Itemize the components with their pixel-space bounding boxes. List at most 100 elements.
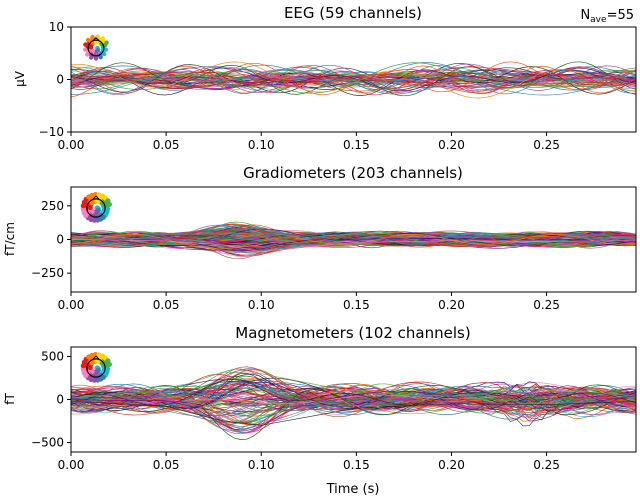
- sensor-dot: [102, 51, 107, 57]
- eeg-x-ticks: 0.00 0.05 0.10 0.15 0.20 0.25: [58, 132, 560, 152]
- magnetometer-x-tick-label: 0.20: [438, 458, 465, 472]
- sensor-dot: [103, 47, 109, 52]
- gradiometer-channel-trace: [71, 232, 636, 251]
- magnetometer-x-tick-label: 0.00: [58, 458, 85, 472]
- eeg-x-tick-label: 0.00: [58, 138, 85, 152]
- eeg-channel-trace: [71, 71, 636, 88]
- eeg-channel-trace: [71, 76, 636, 83]
- eeg-channel-trace: [71, 66, 636, 92]
- magnetometer-channel-trace: [71, 381, 636, 416]
- nave-suffix: =55: [607, 8, 634, 23]
- gradiometer-highlight-trace: [71, 239, 636, 252]
- magnetometer-x-ticks: 0.00 0.05 0.10 0.15 0.20 0.25: [58, 452, 560, 472]
- sensor-dot: [98, 55, 103, 60]
- gradiometer-x-ticks: 0.00 0.05 0.10 0.15 0.20 0.25: [58, 292, 560, 312]
- magnetometer-x-tick-label: 0.15: [343, 458, 370, 472]
- eeg-y-tick-label: −10: [39, 125, 64, 139]
- sensor-dot: [85, 37, 91, 43]
- nave-prefix: N: [580, 8, 590, 23]
- magnetometer-channel-trace: [71, 382, 636, 413]
- eeg-channel-trace: [71, 67, 636, 92]
- magnetometer-xlabel: Time (s): [326, 482, 380, 497]
- magnetometer-highlight-trace: [71, 400, 636, 426]
- gradiometer-x-tick-label: 0.10: [248, 298, 275, 312]
- magnetometer-channel-trace: [71, 395, 636, 417]
- head-outline: [87, 39, 105, 57]
- sensor-dot: [85, 52, 90, 57]
- head-outline: [86, 358, 106, 378]
- magnetometer-channel-trace: [71, 390, 636, 407]
- magnetometer-channel-trace: [71, 395, 636, 433]
- sensor-dot: [89, 55, 94, 60]
- gradiometer-title: Gradiometers (203 channels): [243, 164, 463, 182]
- eeg-panel: EEG (59 channels) µV 0.00 0.05 0.10 0.15 0.2…: [13, 4, 637, 152]
- gradiometer-x-tick-label: 0.05: [153, 298, 180, 312]
- eeg-x-tick-label: 0.05: [153, 138, 180, 152]
- gradiometer-panel: Gradiometers (203 channels) fT/cm 0.00 0.…: [3, 164, 637, 312]
- gradiometer-highlight-trace: [71, 224, 636, 240]
- eeg-channel-trace: [71, 69, 636, 89]
- gradiometer-y-tick-label: −250: [31, 266, 64, 280]
- magnetometer-channel-trace: [71, 390, 636, 431]
- sensor-dot: [106, 361, 112, 367]
- magnetometer-ylabel: fT: [3, 393, 17, 405]
- gradiometer-plot-area: [71, 221, 636, 260]
- head-nose: [92, 355, 100, 360]
- magnetometer-y-tick-label: 500: [41, 349, 64, 363]
- magnetometer-y-tick-label: 0: [56, 393, 64, 407]
- magnetometer-channel-trace: [71, 385, 636, 410]
- gradiometer-sensor-topomap-icon: [80, 192, 112, 223]
- sensor-dot: [90, 34, 95, 40]
- eeg-x-tick-label: 0.25: [533, 138, 560, 152]
- magnetometer-channel-trace: [71, 388, 636, 408]
- eeg-channel-trace: [71, 78, 636, 81]
- eeg-axes-frame: [70, 26, 637, 133]
- eeg-sensor-topomap-icon: [83, 34, 109, 61]
- sensor-dot: [100, 36, 106, 41]
- head-nose: [92, 37, 100, 41]
- sensor-dot: [104, 40, 109, 45]
- magnetometer-x-tick-label: 0.05: [153, 458, 180, 472]
- magnetometer-highlight-trace: [71, 371, 636, 399]
- magnetometer-x-tick-label: 0.25: [533, 458, 560, 472]
- magnetometer-plot-area: [71, 366, 636, 440]
- sensor-dot: [83, 42, 88, 47]
- gradiometer-axes-frame: [70, 186, 637, 293]
- gradiometer-x-tick-label: 0.25: [533, 298, 560, 312]
- magnetometer-sensor-topomap-icon: [80, 352, 112, 383]
- magnetometer-channel-trace: [71, 378, 636, 406]
- sensor-dot: [95, 34, 101, 39]
- gradiometer-y-tick-label: 0: [56, 233, 64, 247]
- sensor-dot: [83, 47, 88, 52]
- eeg-title: EEG (59 channels): [284, 4, 422, 22]
- eeg-highlight-trace: [71, 66, 636, 83]
- eeg-y-ticks: 10 0 −10: [39, 20, 71, 139]
- gradiometer-channel-trace: [71, 223, 636, 245]
- eeg-highlight-trace: [71, 76, 636, 93]
- sensor-dot: [106, 201, 112, 207]
- eeg-x-tick-label: 0.10: [248, 138, 275, 152]
- eeg-channel-trace: [71, 69, 636, 90]
- head-outline: [86, 198, 106, 218]
- gradiometer-y-tick-label: 250: [41, 199, 64, 213]
- magnetometer-title: Magnetometers (102 channels): [235, 324, 470, 342]
- eeg-y-tick-label: 0: [56, 73, 64, 87]
- gradiometer-y-ticks: 250 0 −250: [31, 199, 71, 280]
- gradiometer-ylabel: fT/cm: [3, 222, 17, 256]
- eeg-x-tick-label: 0.20: [438, 138, 465, 152]
- nave-subscript: ave: [590, 15, 607, 25]
- gradiometer-x-tick-label: 0.00: [58, 298, 85, 312]
- magnetometer-channel-trace: [71, 394, 636, 413]
- sensor-dot: [93, 56, 99, 61]
- magnetometer-x-tick-label: 0.10: [248, 458, 275, 472]
- gradiometer-x-tick-label: 0.20: [438, 298, 465, 312]
- eeg-ylabel: µV: [13, 70, 27, 87]
- eeg-x-tick-label: 0.15: [343, 138, 370, 152]
- head-nose: [92, 195, 100, 200]
- gradiometer-x-tick-label: 0.15: [343, 298, 370, 312]
- eeg-y-tick-label: 10: [49, 20, 64, 34]
- eeg-plot-area: [71, 61, 636, 99]
- magnetometer-panel: Magnetometers (102 channels) fT 0.00 0.05…: [3, 324, 637, 497]
- magnetometer-axes-frame: [70, 346, 637, 453]
